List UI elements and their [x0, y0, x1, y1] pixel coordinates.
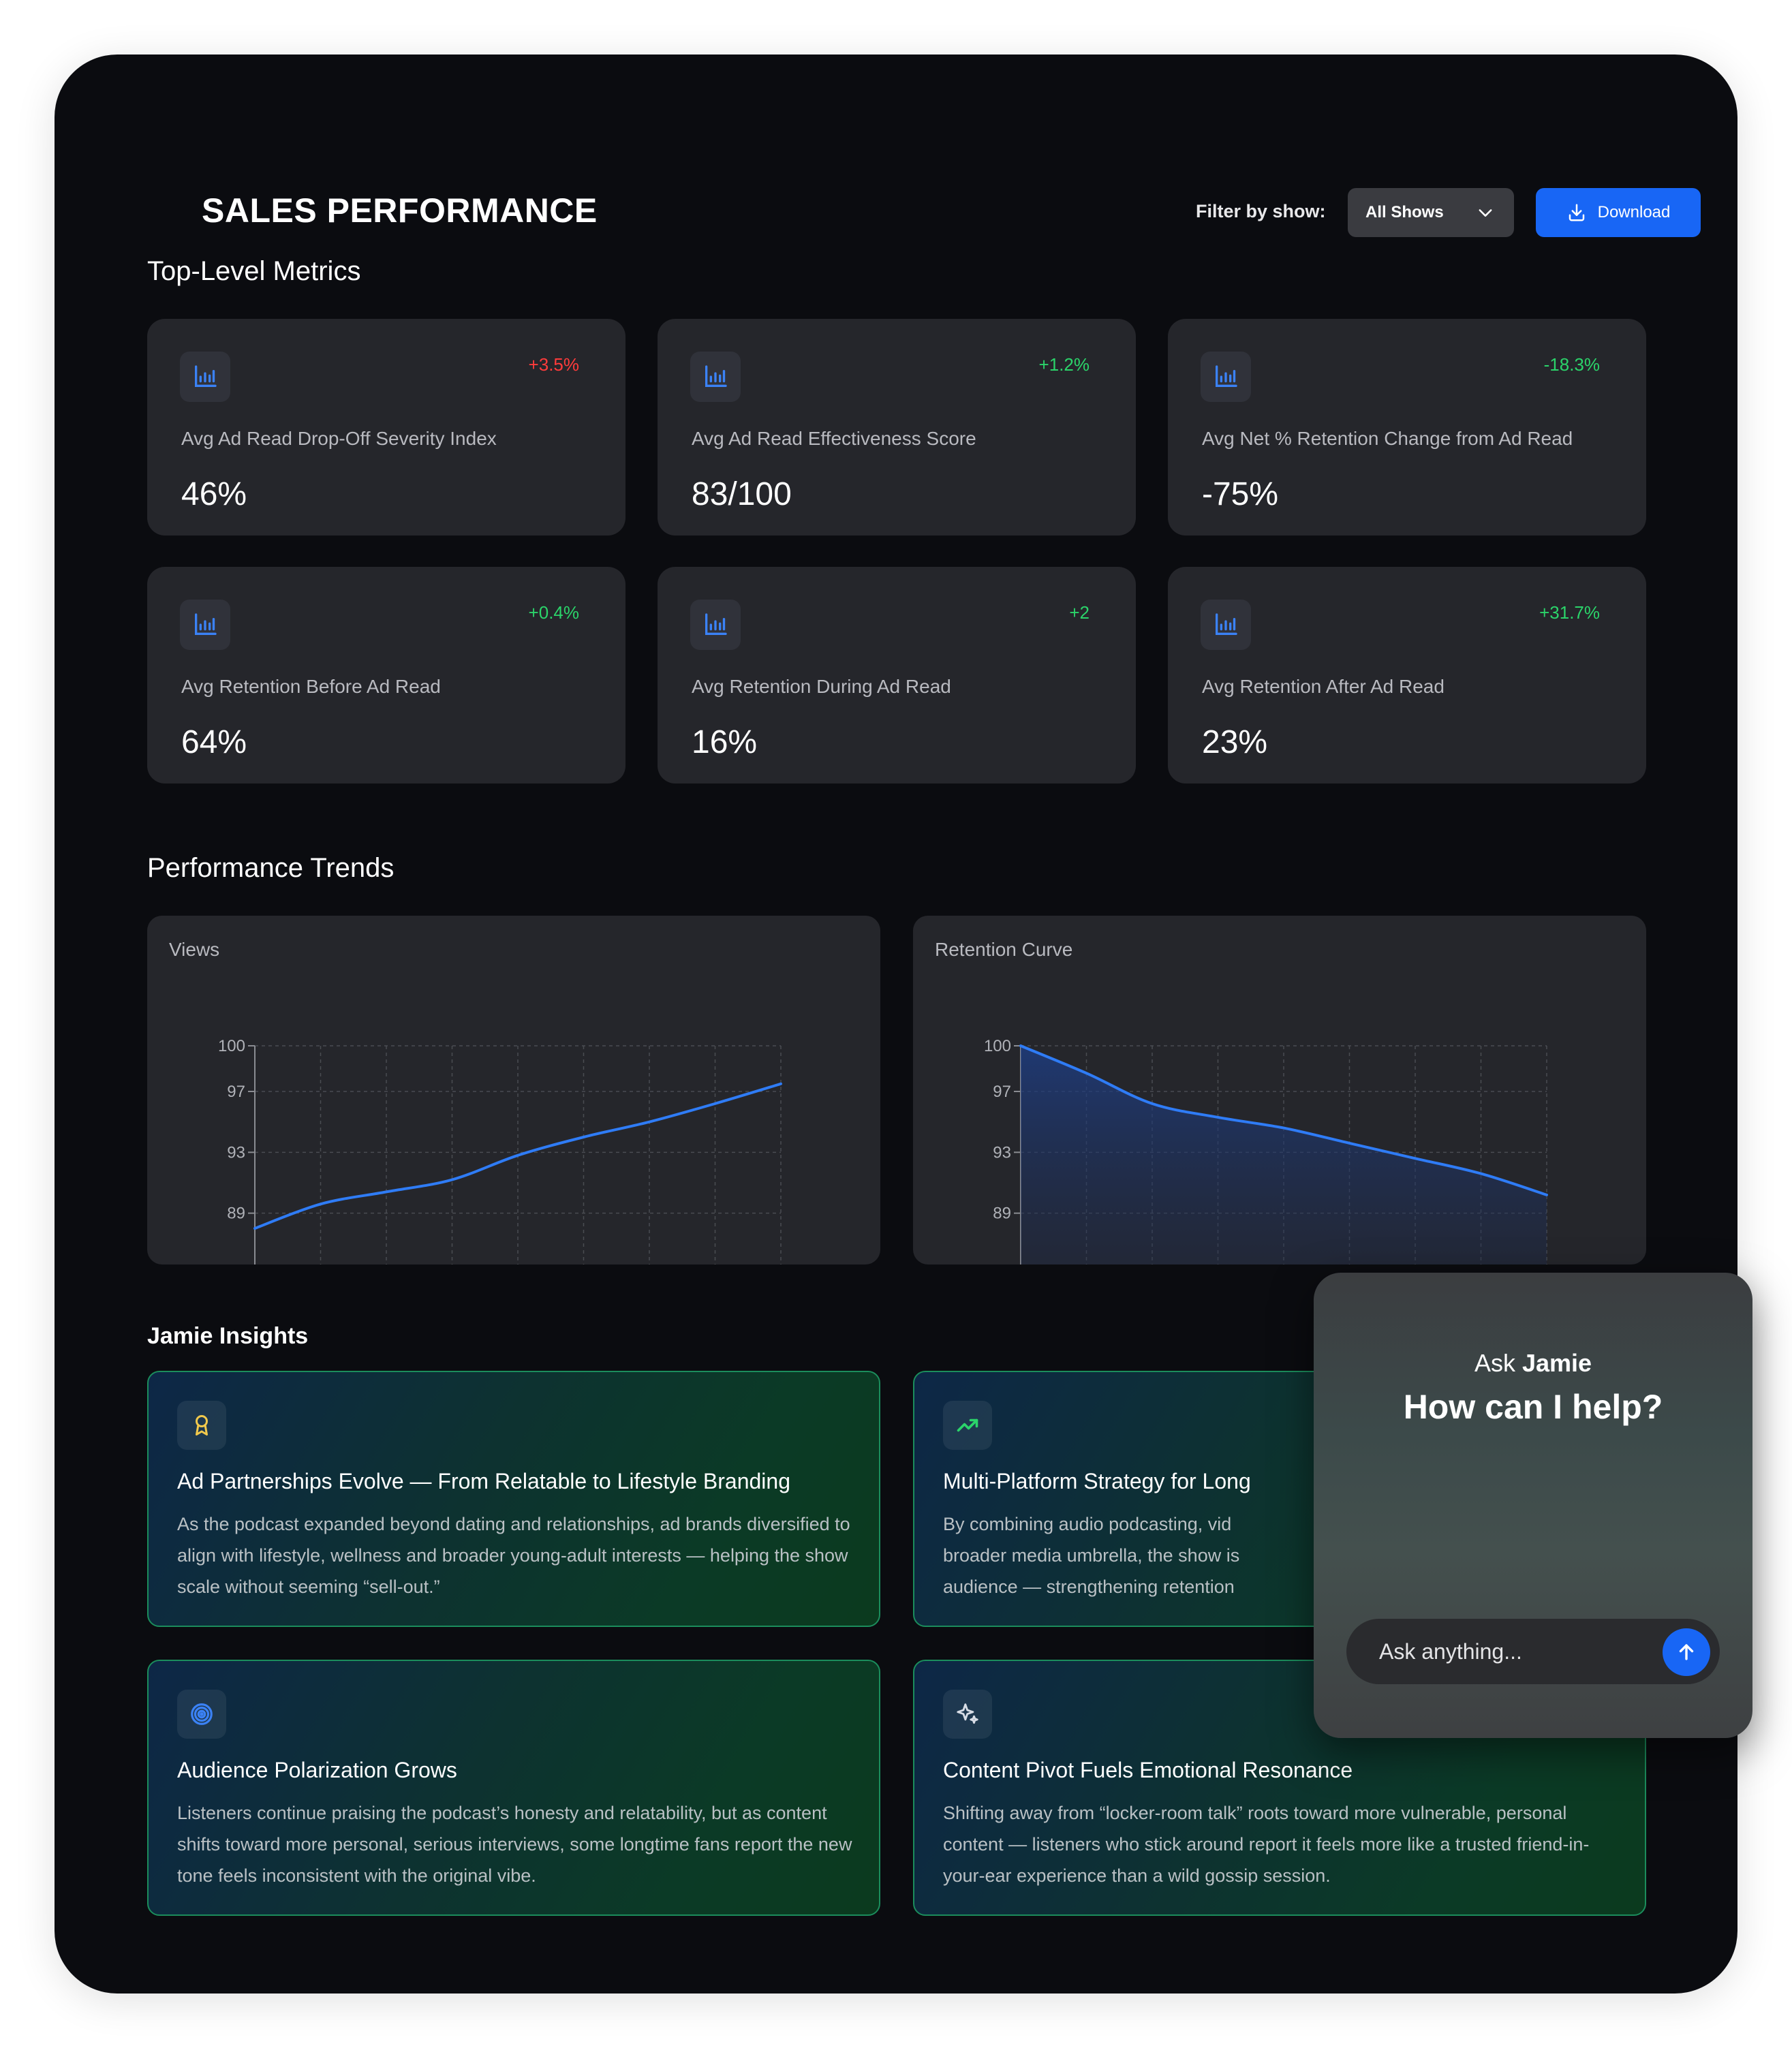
retention-curve-chart: 100979389850:001:002:003:004:005:006:007… — [984, 1037, 1548, 1265]
metric-label: Avg Retention Before Ad Read — [181, 676, 441, 697]
metric-card: +2 Avg Retention During Ad Read 16% — [658, 567, 1136, 783]
trending-up-icon — [943, 1401, 992, 1450]
metric-value: 64% — [181, 724, 247, 760]
retention-chart-card: Retention Curve 100979389850:001:002:003… — [913, 916, 1646, 1265]
insight-card[interactable]: Audience Polarization Grows Listeners co… — [147, 1660, 880, 1916]
y-tick-label: 89 — [993, 1205, 1011, 1223]
insight-title: Content Pivot Fuels Emotional Resonance — [943, 1758, 1353, 1782]
metric-card: +1.2% Avg Ad Read Effectiveness Score 83/1… — [658, 319, 1136, 536]
metric-delta: +1.2% — [1038, 354, 1090, 375]
metric-label: Avg Retention During Ad Read — [692, 676, 951, 697]
y-tick-label: 93 — [993, 1143, 1011, 1162]
insight-title: Audience Polarization Grows — [177, 1758, 457, 1782]
ask-input[interactable] — [1379, 1635, 1638, 1668]
metric-delta: -18.3% — [1543, 354, 1600, 375]
show-filter-select[interactable]: All Shows — [1348, 188, 1514, 237]
metric-card: +31.7% Avg Retention After Ad Read 23% — [1168, 567, 1646, 783]
bar-chart-icon — [180, 352, 230, 402]
chevron-down-icon — [1479, 209, 1492, 217]
y-tick-label: 93 — [227, 1143, 245, 1162]
y-tick-label: 89 — [227, 1205, 245, 1223]
series-line — [253, 1082, 782, 1230]
views-chart: 100979389850:001:002:003:004:005:006:007… — [218, 1037, 782, 1265]
metric-value: 16% — [692, 724, 758, 760]
insight-card[interactable]: Ad Partnerships Evolve — From Relatable … — [147, 1371, 880, 1627]
metric-delta: +31.7% — [1539, 602, 1600, 623]
metric-label: Avg Net % Retention Change from Ad Read — [1202, 428, 1573, 449]
metric-card: +0.4% Avg Retention Before Ad Read 64% — [147, 567, 625, 783]
insight-title: Ad Partnerships Evolve — From Relatable … — [177, 1469, 790, 1493]
dashboard-window: SALES PERFORMANCE Filter by show: All Sh… — [55, 55, 1752, 1993]
ask-jamie-panel: Ask Jamie How can I help? — [1314, 1273, 1752, 1738]
grid-lines — [254, 1045, 782, 1265]
arrow-up-icon — [1679, 1644, 1694, 1660]
insight-body: By combining audio podcasting, vid broad… — [943, 1514, 1240, 1597]
sparkle-icon — [943, 1690, 992, 1739]
bar-chart-icon — [690, 352, 741, 402]
trends-heading: Performance Trends — [147, 853, 395, 883]
metric-value: 23% — [1202, 724, 1268, 760]
views-chart-title: Views — [169, 939, 220, 960]
metric-label: Avg Ad Read Drop-Off Severity Index — [181, 428, 497, 449]
bar-chart-icon — [1201, 352, 1251, 402]
metric-delta: +0.4% — [528, 602, 579, 623]
download-label: Download — [1597, 203, 1671, 221]
assistant-name: Jamie — [1521, 1349, 1592, 1377]
y-tick-label: 100 — [218, 1037, 245, 1055]
bar-chart-icon — [1201, 600, 1251, 650]
insights-heading: Jamie Insights — [147, 1323, 309, 1349]
views-chart-card: Views 100979389850:001:002:003:004:005:0… — [147, 916, 880, 1265]
download-icon — [1569, 204, 1584, 221]
y-tick-label: 97 — [993, 1083, 1011, 1101]
target-icon — [177, 1690, 226, 1739]
retention-chart-title: Retention Curve — [935, 939, 1073, 960]
metric-card: -18.3% Avg Net % Retention Change from Ad… — [1168, 319, 1646, 536]
page-title: SALES PERFORMANCE — [202, 191, 598, 230]
insight-title: Multi-Platform Strategy for Long — [943, 1469, 1251, 1493]
bar-chart-icon — [690, 600, 741, 650]
filter-label: Filter by show: — [1196, 201, 1326, 221]
metric-label: Avg Ad Read Effectiveness Score — [692, 428, 976, 449]
ask-prefix: Ask — [1474, 1349, 1515, 1377]
metric-delta: +2 — [1069, 602, 1090, 623]
send-button[interactable] — [1663, 1628, 1710, 1676]
metric-value: 46% — [181, 476, 247, 512]
insight-body: As the podcast expanded beyond dating an… — [177, 1514, 850, 1597]
series-area — [1021, 1046, 1547, 1265]
ask-input-container — [1346, 1619, 1720, 1684]
metric-card: +3.5% Avg Ad Read Drop-Off Severity Index… — [147, 319, 625, 536]
metric-label: Avg Retention After Ad Read — [1202, 676, 1445, 697]
insight-body: Listeners continue praising the podcast’… — [177, 1803, 852, 1886]
ask-jamie-title: Ask Jamie — [1314, 1349, 1752, 1378]
show-filter-value: All Shows — [1365, 203, 1444, 221]
ask-jamie-heading: How can I help? — [1403, 1388, 1663, 1426]
download-button[interactable]: Download — [1536, 188, 1701, 237]
y-tick-label: 97 — [227, 1083, 245, 1101]
bar-chart-icon — [180, 600, 230, 650]
y-tick-label: 100 — [984, 1037, 1011, 1055]
insight-body: Shifting away from “locker-room talk” ro… — [943, 1803, 1590, 1886]
metric-value: 83/100 — [692, 476, 792, 512]
award-icon — [177, 1401, 226, 1450]
metric-delta: +3.5% — [528, 354, 579, 375]
metrics-heading: Top-Level Metrics — [147, 256, 361, 286]
metric-value: -75% — [1202, 476, 1279, 512]
